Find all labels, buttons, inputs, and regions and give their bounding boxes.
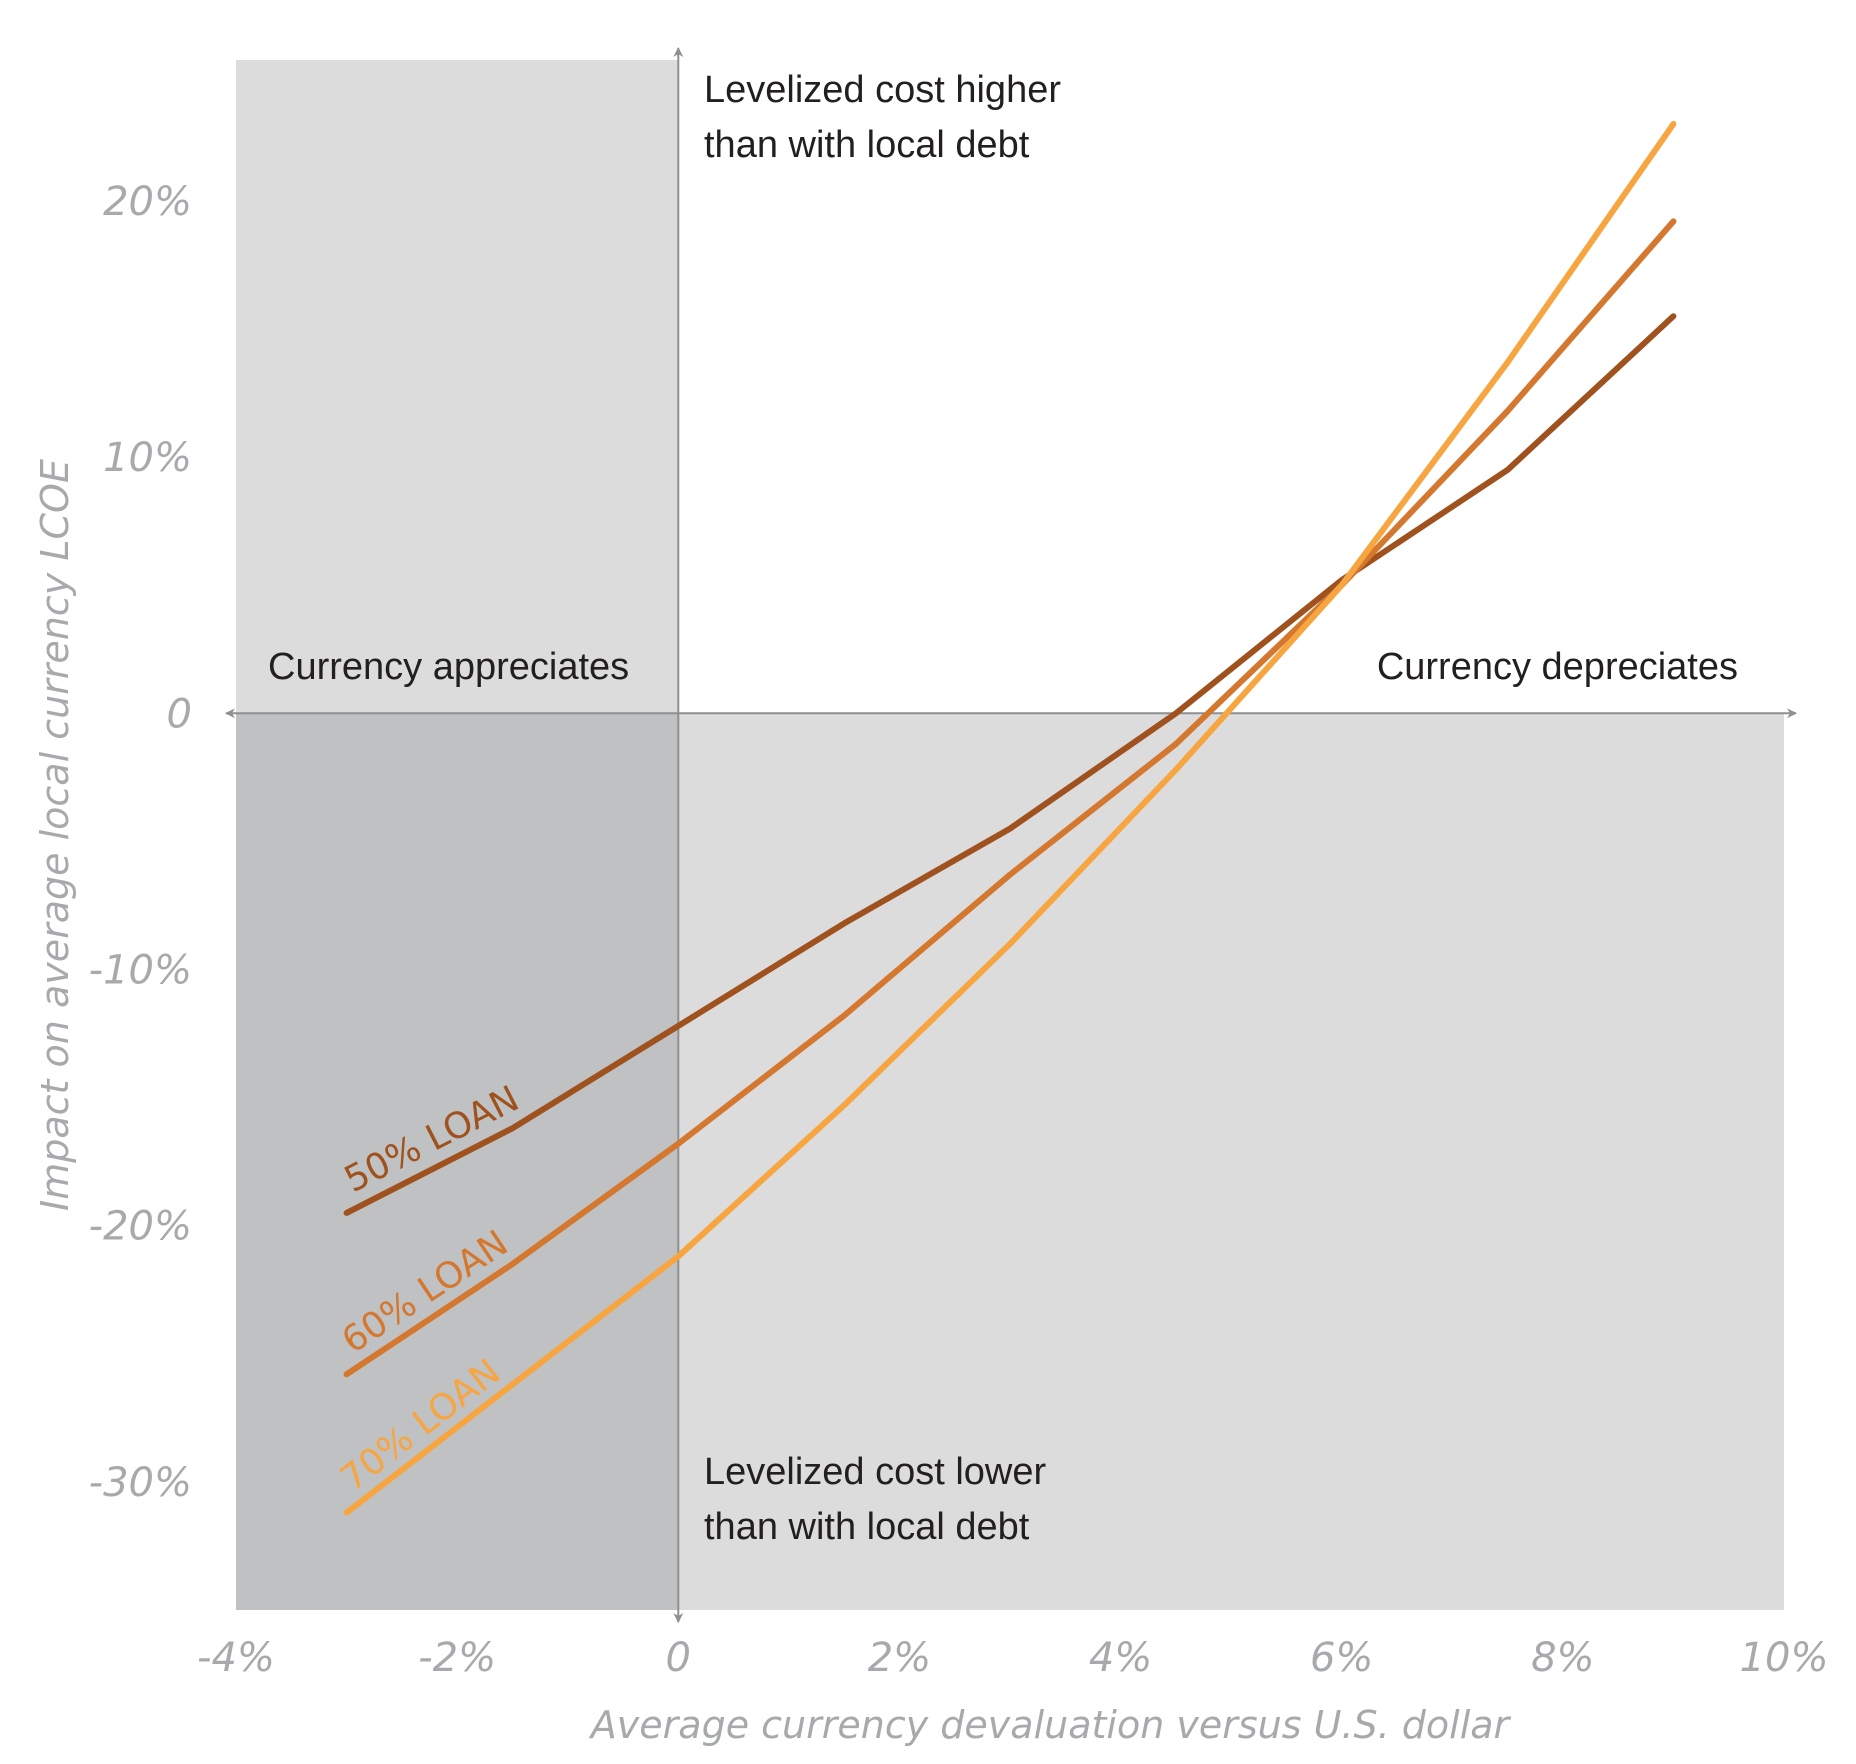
annotation-bottom-line-1: Levelized cost lower — [704, 1451, 1047, 1493]
x-tick-label: 10% — [1740, 1635, 1829, 1681]
annotation-currency-appreciates: Currency appreciates — [268, 646, 629, 688]
y-tick-label: -20% — [89, 1204, 192, 1250]
series-line-3 — [343, 121, 1677, 1516]
x-tick-label: -4% — [197, 1635, 275, 1681]
quadrant-bottom-left — [236, 713, 679, 1610]
y-tick-label: 10% — [103, 435, 192, 481]
x-tick-label: 4% — [1089, 1635, 1152, 1681]
axes — [225, 47, 1797, 1623]
series-line-2 — [343, 218, 1677, 1378]
y-tick-labels: 20% 10% 0 -10% -20% -30% — [89, 179, 192, 1506]
quadrant-shading — [236, 60, 1785, 1610]
annotations: Levelized cost higher than with local de… — [268, 69, 1738, 1548]
x-tick-label: 8% — [1531, 1635, 1594, 1681]
x-axis-title: Average currency devaluation versus U.S.… — [588, 1703, 1512, 1747]
annotation-top-line-1: Levelized cost higher — [704, 69, 1061, 111]
y-tick-label: -10% — [89, 948, 192, 994]
x-tick-label: 2% — [868, 1635, 931, 1681]
x-tick-label: -2% — [418, 1635, 496, 1681]
x-tick-label: 0 — [666, 1635, 691, 1681]
annotation-top-line-2: than with local debt — [704, 124, 1030, 166]
quadrant-bottom-right — [678, 713, 1785, 1610]
x-tick-label: 6% — [1310, 1635, 1373, 1681]
y-tick-label: 20% — [103, 179, 192, 225]
quadrant-top-left — [236, 60, 679, 714]
annotation-bottom-line-2: than with local debt — [704, 1506, 1030, 1548]
y-axis-title: Impact on average local currency LCOE — [33, 459, 77, 1211]
x-tick-labels: -4% -2% 0 2% 4% 6% 8% 10% — [197, 1635, 1828, 1681]
y-tick-label: 0 — [167, 691, 192, 737]
y-tick-label: -30% — [89, 1460, 192, 1506]
series-line-1 — [343, 313, 1677, 1216]
annotation-currency-depreciates: Currency depreciates — [1377, 646, 1738, 688]
